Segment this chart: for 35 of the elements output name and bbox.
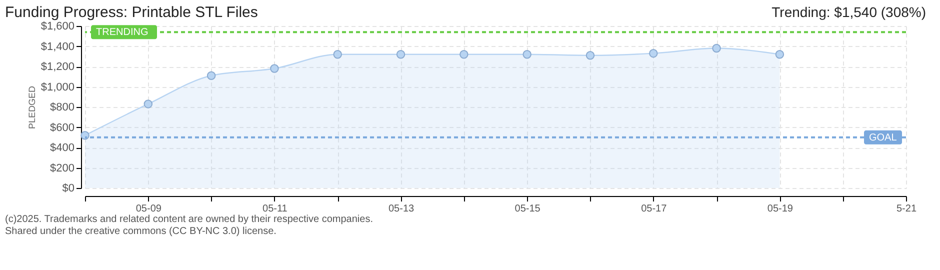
point <box>270 64 279 73</box>
text: (c)2025. Trademarks and related content are owned by their respective companies. <box>5 214 373 225</box>
point <box>206 71 216 80</box>
y-tick-label: $0 <box>62 182 74 194</box>
point <box>460 50 468 59</box>
x-tick-label: 5-21 <box>896 204 917 214</box>
point <box>775 50 784 59</box>
point <box>712 44 721 53</box>
y-tick-label: $1,000 <box>40 81 74 94</box>
point <box>144 100 153 108</box>
x-tick-label: 05-19 <box>767 204 794 214</box>
point <box>396 50 406 59</box>
y-axis-title: PLEDGED <box>26 85 37 130</box>
point <box>522 50 532 59</box>
x-tick-label: 05-15 <box>514 204 541 214</box>
y-tick-label: $1,400 <box>40 40 74 53</box>
text: Shared under the creative commons (CC BY-NC 3.0) license. <box>5 226 276 237</box>
point <box>649 48 658 58</box>
x-tick-label: 05-11 <box>262 204 288 214</box>
y-tick-label: $200 <box>50 162 74 174</box>
ref-line-label: TRENDING <box>96 27 148 38</box>
point <box>586 50 595 60</box>
y-tick-label: $1,200 <box>40 61 74 73</box>
y-tick-label: $600 <box>50 122 74 134</box>
chart-subtitle: Trending: $1,540 (308%) <box>772 4 926 20</box>
x-tick-label: 05-13 <box>388 204 414 214</box>
y-tick-label: $800 <box>50 102 74 114</box>
y-tick-label: $400 <box>50 142 74 154</box>
point <box>333 50 342 59</box>
ref-line-label: GOAL <box>869 132 898 144</box>
point <box>80 130 90 140</box>
y-tick-label: $1,600 <box>40 20 74 32</box>
x-tick-label: 05-17 <box>641 204 668 214</box>
x-tick-label: 05-09 <box>136 204 162 214</box>
chart-title: Funding Progress: Printable STL Files <box>5 4 258 21</box>
